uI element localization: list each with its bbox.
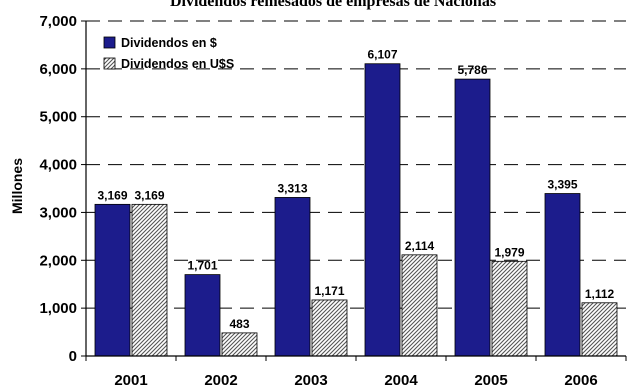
legend-label-pesos: Dividendos en $ bbox=[121, 36, 217, 50]
data-label: 1,112 bbox=[585, 287, 615, 301]
bars bbox=[94, 63, 618, 357]
legend-label-dollars: Dividendos en U$S bbox=[121, 57, 234, 71]
bar-dollars-2001 bbox=[131, 203, 168, 357]
bar-dollars-2002 bbox=[221, 332, 258, 357]
gridlines bbox=[86, 20, 626, 309]
bar-pesos-2001 bbox=[94, 203, 131, 357]
y-tick-label: 0 bbox=[69, 348, 77, 365]
bar-pesos-2002 bbox=[184, 274, 221, 357]
y-tick-label: 7,000 bbox=[39, 13, 77, 30]
data-label: 3,395 bbox=[547, 178, 577, 192]
data-label: 3,313 bbox=[277, 181, 307, 195]
bar-dollars-2003 bbox=[311, 299, 348, 357]
y-tick-label: 5,000 bbox=[39, 109, 77, 126]
bar-dollars-2004 bbox=[401, 254, 438, 357]
bar-pesos-2005 bbox=[454, 78, 491, 357]
data-label: 1,171 bbox=[314, 284, 344, 298]
data-label: 1,701 bbox=[187, 259, 217, 273]
x-tick-label: 2001 bbox=[114, 372, 147, 389]
y-axis-title: Millones bbox=[9, 158, 25, 214]
data-label: 5,786 bbox=[457, 63, 487, 77]
y-tick-label: 1,000 bbox=[39, 300, 77, 317]
axes: 0 1,000 2,000 3,000 4,000 5,000 6,000 7,000 2001… bbox=[39, 13, 627, 389]
y-tick-label: 6,000 bbox=[39, 61, 77, 78]
x-tick-label: 2005 bbox=[474, 372, 507, 389]
y-tick-label: 3,000 bbox=[39, 204, 77, 221]
bar-pesos-2003 bbox=[274, 197, 311, 357]
legend-swatch-dollars bbox=[103, 57, 116, 70]
x-tick-label: 2004 bbox=[384, 372, 418, 389]
x-tick-label: 2006 bbox=[564, 372, 597, 389]
legend-swatch-pesos bbox=[103, 36, 116, 49]
bar-pesos-2006 bbox=[544, 193, 581, 357]
x-tick-label: 2002 bbox=[204, 372, 237, 389]
y-tick-label: 4,000 bbox=[39, 157, 77, 174]
data-labels: 3,169 3,169 1,701 483 3,313 1,171 6,107 2,114 5,… bbox=[97, 48, 614, 331]
bar-pesos-2004 bbox=[364, 63, 401, 357]
bar-dollars-2006 bbox=[581, 302, 618, 357]
x-tick-label: 2003 bbox=[294, 372, 327, 389]
data-label: 3,169 bbox=[134, 188, 164, 202]
chart-title: Dividendos remesados de empresas de Naci… bbox=[170, 0, 496, 10]
data-label: 2,114 bbox=[405, 239, 435, 253]
bar-dollars-2005 bbox=[491, 260, 528, 357]
data-label: 6,107 bbox=[367, 48, 397, 62]
data-label: 1,979 bbox=[494, 245, 524, 259]
y-tick-label: 2,000 bbox=[39, 252, 77, 269]
legend: Dividendos en $ Dividendos en U$S bbox=[103, 36, 234, 71]
data-label: 483 bbox=[229, 317, 249, 331]
data-label: 3,169 bbox=[97, 188, 127, 202]
